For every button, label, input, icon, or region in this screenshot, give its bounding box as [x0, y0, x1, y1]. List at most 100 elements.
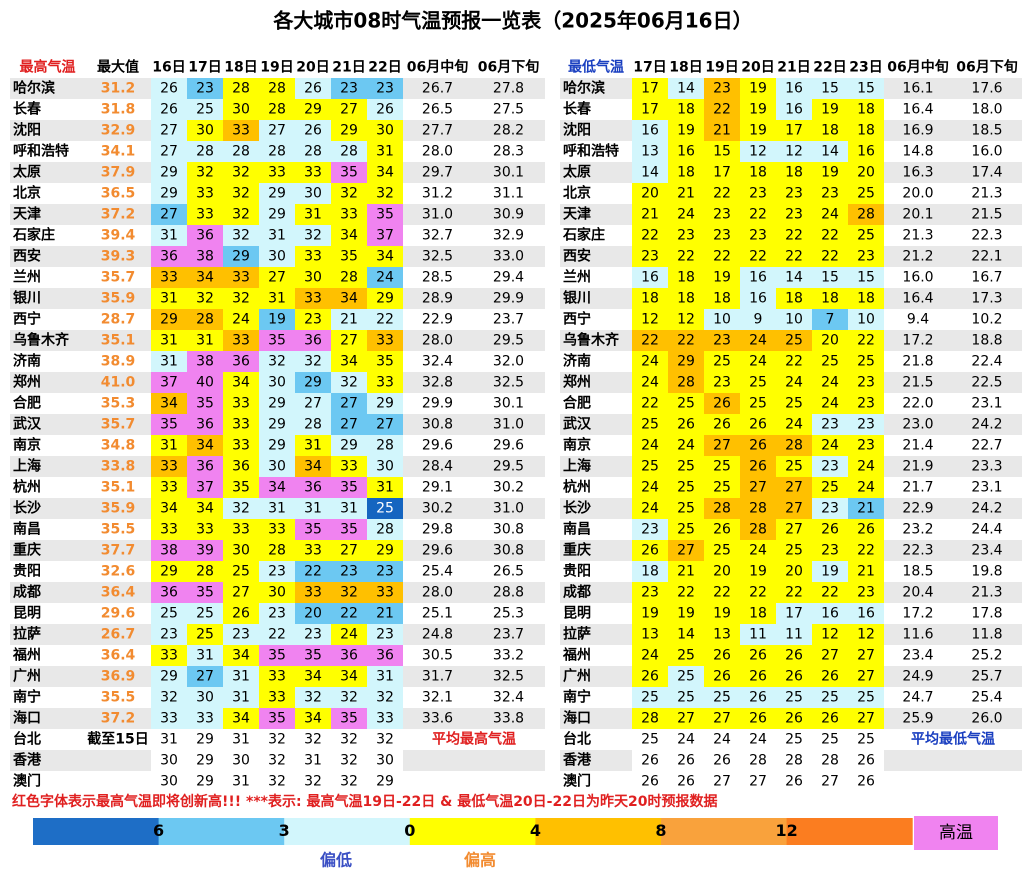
temp-cell — [367, 708, 403, 729]
temp-value: 22 — [376, 312, 394, 328]
city-name: 济南 — [563, 353, 591, 370]
temp-value: 27 — [785, 480, 803, 496]
temp-value: 29 — [268, 417, 286, 433]
temp-value: 28 — [268, 543, 286, 559]
temp-cell — [812, 624, 848, 645]
late-month: 23.7 — [493, 627, 524, 643]
temp-value: 27 — [376, 417, 394, 433]
temp-cell — [776, 330, 812, 351]
temp-cell — [331, 372, 367, 393]
temp-cell — [776, 729, 812, 750]
row-stripe — [10, 750, 151, 771]
row-stripe — [10, 414, 151, 435]
temp-value: 31 — [376, 480, 394, 496]
temp-cell — [367, 540, 403, 561]
temp-value: 31 — [268, 501, 286, 517]
temp-value: 26 — [749, 669, 767, 685]
temp-cell — [668, 456, 704, 477]
temp-value: 25 — [677, 648, 695, 664]
temp-cell — [668, 393, 704, 414]
temp-value: 22 — [677, 249, 695, 265]
city-name: 西宁 — [13, 311, 41, 328]
temp-value: 32 — [268, 354, 286, 370]
city-name: 天津 — [563, 206, 591, 223]
legend-swatch — [535, 818, 662, 845]
max-value: 35.1 — [101, 480, 136, 496]
temp-value: 35 — [232, 480, 250, 496]
temp-value: 25 — [857, 228, 875, 244]
temp-cell — [259, 771, 295, 792]
temp-cell — [331, 687, 367, 708]
temp-value: 29 — [376, 291, 394, 307]
row-stripe — [403, 750, 545, 771]
temp-cell — [187, 351, 223, 372]
temp-cell — [668, 540, 704, 561]
max-value: 39.4 — [101, 228, 136, 244]
temp-cell — [740, 456, 776, 477]
temp-value: 35 — [376, 354, 394, 370]
temp-value: 12 — [785, 144, 803, 160]
temp-cell — [367, 225, 403, 246]
temp-cell — [187, 666, 223, 687]
temp-cell — [704, 498, 740, 519]
temp-cell — [848, 750, 884, 771]
temp-value: 25 — [196, 102, 214, 118]
column-header: 23日 — [849, 60, 882, 76]
city-name: 南昌 — [13, 521, 41, 538]
temp-value: 30 — [304, 270, 322, 286]
temp-value: 26 — [821, 711, 839, 727]
temp-value: 12 — [821, 627, 839, 643]
mid-month: 23.4 — [902, 648, 933, 664]
legend-label: 4 — [530, 821, 541, 840]
temp-value: 26 — [821, 669, 839, 685]
temp-value: 20 — [304, 606, 322, 622]
late-month: 25.7 — [971, 669, 1002, 685]
temp-cell — [848, 414, 884, 435]
temp-cell — [151, 498, 187, 519]
temp-cell — [223, 141, 259, 162]
temp-cell — [776, 687, 812, 708]
temp-value: 27 — [232, 585, 250, 601]
temp-cell — [776, 666, 812, 687]
temp-value: 31 — [304, 438, 322, 454]
temp-value: 19 — [268, 312, 286, 328]
temp-value: 34 — [232, 711, 250, 727]
row-stripe — [560, 204, 632, 225]
mid-month: 29.6 — [422, 543, 453, 559]
temp-value: 23 — [304, 627, 322, 643]
temp-cell — [259, 141, 295, 162]
temp-value: 18 — [677, 270, 695, 286]
max-value: 36.5 — [101, 186, 136, 202]
temp-cell — [776, 498, 812, 519]
temp-cell — [295, 78, 331, 99]
temp-cell — [740, 183, 776, 204]
temp-value: 25 — [821, 354, 839, 370]
temp-cell — [151, 561, 187, 582]
temp-value: 23 — [340, 564, 358, 580]
row-stripe — [560, 246, 632, 267]
temp-value: 24 — [821, 396, 839, 412]
temp-cell — [848, 645, 884, 666]
temp-value: 24 — [677, 438, 695, 454]
temp-value: 33 — [232, 417, 250, 433]
city-name: 呼和浩特 — [563, 143, 619, 160]
temp-cell — [776, 435, 812, 456]
mid-month: 30.5 — [422, 648, 453, 664]
city-name: 哈尔滨 — [563, 80, 605, 97]
city-name: 兰州 — [13, 269, 41, 286]
temp-cell — [776, 645, 812, 666]
temp-cell — [295, 120, 331, 141]
temp-value: 33 — [232, 123, 250, 139]
temp-value: 38 — [196, 354, 214, 370]
legend-label: 0 — [404, 821, 415, 840]
temp-value: 18 — [821, 291, 839, 307]
temp-cell — [259, 687, 295, 708]
temp-cell — [367, 204, 403, 225]
temp-value: 25 — [821, 732, 839, 748]
temp-value: 27 — [713, 438, 731, 454]
row-stripe — [884, 204, 1022, 225]
temp-value: 32 — [304, 228, 322, 244]
temp-value: 20 — [821, 333, 839, 349]
temp-value: 26 — [749, 711, 767, 727]
column-header: 06月中旬 — [407, 59, 468, 76]
